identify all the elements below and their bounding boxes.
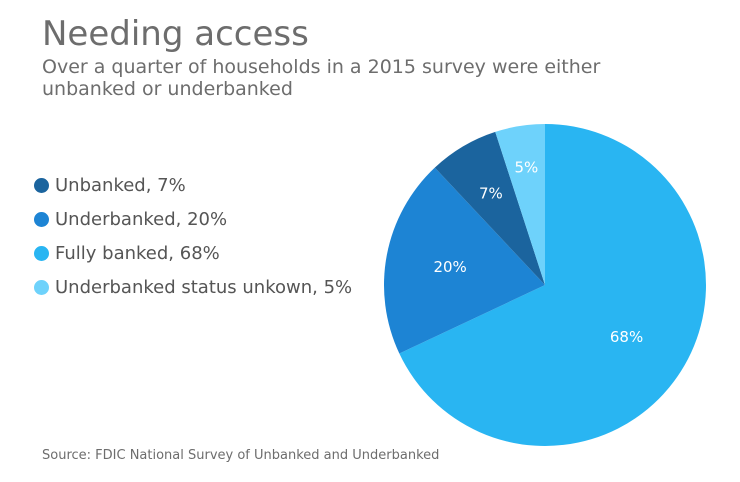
pie-slice-unbanked bbox=[434, 131, 545, 285]
legend-label-fully-banked: Fully banked, 68% bbox=[55, 242, 220, 264]
legend-label-unbanked: Unbanked, 7% bbox=[55, 174, 186, 196]
pie-label-underbanked-status-unkown: 5% bbox=[514, 158, 538, 176]
legend-item-status-unknown: Underbanked status unkown, 5% bbox=[34, 270, 352, 304]
pie-slice-underbanked-status-unkown bbox=[495, 124, 545, 285]
chart-source: Source: FDIC National Survey of Unbanked… bbox=[42, 448, 440, 463]
legend: Unbanked, 7% Underbanked, 20% Fully bank… bbox=[34, 168, 352, 304]
legend-swatch-unbanked bbox=[34, 177, 49, 193]
pie-label-underbanked: 20% bbox=[433, 258, 466, 276]
legend-swatch-fully-banked bbox=[34, 245, 49, 261]
chart-title: Needing access bbox=[42, 14, 309, 54]
legend-item-unbanked: Unbanked, 7% bbox=[34, 168, 352, 202]
legend-swatch-status-unknown bbox=[34, 279, 49, 295]
chart-subtitle: Over a quarter of households in a 2015 s… bbox=[42, 56, 601, 100]
pie-label-fully-banked: 68% bbox=[610, 328, 643, 346]
legend-item-fully-banked: Fully banked, 68% bbox=[34, 236, 352, 270]
pie-slice-underbanked bbox=[384, 167, 545, 354]
legend-swatch-underbanked bbox=[34, 211, 49, 227]
legend-label-status-unknown: Underbanked status unkown, 5% bbox=[55, 276, 353, 298]
pie-label-unbanked: 7% bbox=[479, 185, 503, 203]
pie-chart: 68% 20% 7% 5% bbox=[384, 124, 706, 446]
legend-item-underbanked: Underbanked, 20% bbox=[34, 202, 352, 236]
pie-slice-fully-banked bbox=[399, 124, 706, 446]
legend-label-underbanked: Underbanked, 20% bbox=[55, 208, 228, 230]
